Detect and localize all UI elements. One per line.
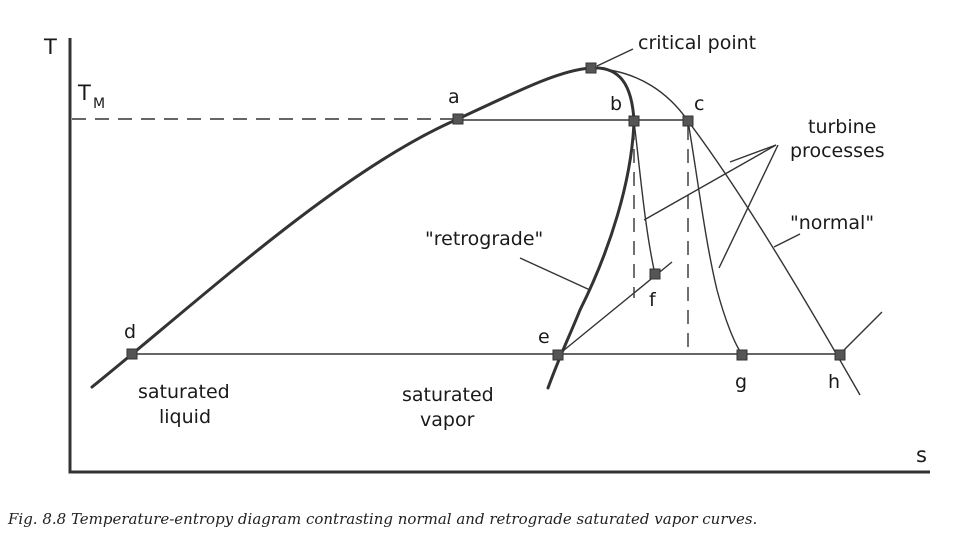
point-b-marker	[628, 115, 640, 127]
leader-turbine-1	[643, 144, 777, 221]
normal-label: "normal"	[790, 212, 874, 234]
leader-turbine-2	[718, 144, 779, 269]
figure-caption: Fig. 8.8 Temperature-entropy diagram con…	[7, 510, 757, 528]
leader-h	[839, 311, 883, 355]
point-e-marker	[552, 349, 564, 361]
turbine-label-line1: turbine	[808, 116, 876, 138]
tm-label: T	[77, 81, 91, 105]
saturated-liquid-label-line1: saturated	[138, 381, 230, 403]
tm-subscript: M	[93, 96, 105, 112]
point-f-label: f	[649, 289, 657, 311]
axes	[68, 38, 930, 474]
point-h-marker	[834, 349, 846, 361]
point-f-marker	[649, 268, 661, 280]
point-b-label: b	[610, 93, 622, 115]
point-g-marker	[736, 349, 748, 361]
turbine-process-normal	[687, 120, 743, 355]
point-c-marker	[682, 115, 694, 127]
point-h-label: h	[828, 371, 840, 393]
leader-turbine-3	[729, 144, 777, 163]
point-c-label: c	[694, 93, 704, 115]
point-a-label: a	[448, 86, 460, 108]
leader-retrograde	[519, 257, 591, 291]
point-e-label: e	[538, 326, 550, 348]
point-a-marker	[452, 113, 464, 125]
t-axis-label: T	[43, 35, 57, 59]
leader-normal	[773, 233, 801, 248]
turbine-label-line2: processes	[790, 140, 885, 162]
saturation-dome-retrograde	[90, 66, 636, 390]
point-critical-marker	[585, 62, 597, 74]
s-axis-label: s	[916, 443, 927, 467]
leader-critical-point	[596, 48, 634, 67]
saturated-liquid-label-line2: liquid	[159, 406, 211, 428]
retrograde-label: "retrograde"	[425, 228, 543, 250]
turbine-process-retrograde	[633, 120, 656, 275]
saturated-vapor-label-line2: vapor	[420, 409, 475, 431]
point-d-label: d	[124, 321, 136, 343]
critical-point-label: critical point	[638, 32, 756, 54]
normal-vapor-curve	[590, 67, 861, 396]
point-g-label: g	[735, 371, 747, 393]
point-d-marker	[126, 348, 138, 360]
saturated-vapor-label-line1: saturated	[402, 384, 494, 406]
